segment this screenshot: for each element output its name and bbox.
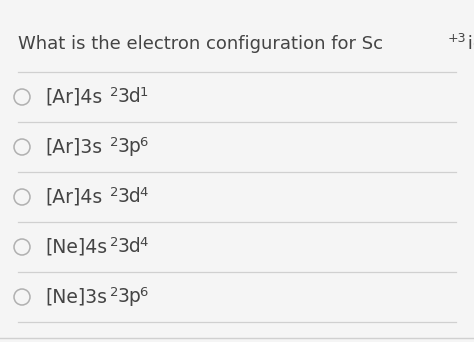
Text: What is the electron configuration for Sc: What is the electron configuration for S… bbox=[18, 35, 383, 53]
Text: ion?: ion? bbox=[462, 35, 474, 53]
Text: 2: 2 bbox=[110, 135, 119, 148]
Text: 4: 4 bbox=[140, 185, 148, 198]
Text: 2: 2 bbox=[110, 185, 119, 198]
Text: [Ne]4s: [Ne]4s bbox=[45, 237, 107, 256]
Text: 6: 6 bbox=[140, 135, 148, 148]
Text: 2: 2 bbox=[110, 86, 119, 98]
Text: [Ar]4s: [Ar]4s bbox=[45, 88, 102, 106]
Text: [Ar]3s: [Ar]3s bbox=[45, 137, 102, 157]
Text: [Ar]4s: [Ar]4s bbox=[45, 187, 102, 207]
Text: 3d: 3d bbox=[118, 88, 142, 106]
Text: 1: 1 bbox=[140, 86, 148, 98]
Text: +3: +3 bbox=[447, 31, 466, 44]
Text: 3d: 3d bbox=[118, 237, 142, 256]
Text: 3p: 3p bbox=[118, 288, 142, 306]
Text: 2: 2 bbox=[110, 286, 119, 299]
Text: 4: 4 bbox=[140, 236, 148, 249]
Text: [Ne]3s: [Ne]3s bbox=[45, 288, 107, 306]
Text: 3p: 3p bbox=[118, 137, 142, 157]
Text: 3d: 3d bbox=[118, 187, 142, 207]
Text: 2: 2 bbox=[110, 236, 119, 249]
Text: 6: 6 bbox=[140, 286, 148, 299]
